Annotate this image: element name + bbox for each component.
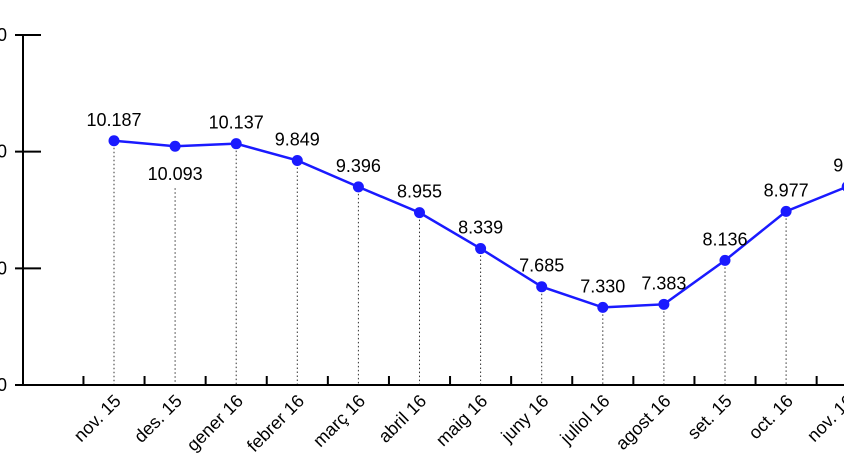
data-label: 7.383 (641, 273, 686, 293)
data-point (291, 154, 303, 166)
data-label: 8.136 (702, 229, 747, 249)
data-label: 10.187 (86, 110, 141, 130)
y-tick-label: 0 (0, 375, 7, 395)
y-tick-label: 0 (0, 142, 7, 162)
x-tick-label: abril 16 (374, 391, 430, 447)
data-point (658, 298, 670, 310)
data-point (536, 281, 548, 293)
data-point (108, 135, 120, 147)
data-label: 9.849 (275, 129, 320, 149)
x-ticks (82, 376, 818, 385)
data-label: 7.330 (580, 276, 625, 296)
axes (22, 35, 844, 386)
data-point (841, 182, 844, 192)
data-points (108, 135, 844, 313)
data-label: 8.339 (458, 218, 503, 238)
x-tick-label: juny 16 (497, 391, 553, 447)
x-tick-label: agost 16 (612, 391, 675, 454)
data-point (169, 140, 181, 152)
data-point (780, 205, 792, 217)
data-label: 7.685 (519, 256, 564, 276)
data-label: 9. (833, 156, 844, 176)
x-tick-label: març 16 (309, 391, 369, 451)
data-point (719, 254, 731, 266)
data-point (597, 301, 609, 313)
x-tick-label: maig 16 (432, 391, 491, 450)
x-tick-label: nov. 15 (70, 391, 125, 446)
x-tick-label: set. 15 (683, 391, 735, 443)
drop-lines (113, 147, 787, 385)
data-labels: 10.187 10.093 10.137 9.849 9.396 8.955 8.339 7.… (86, 110, 844, 297)
data-point (414, 207, 425, 219)
data-point (352, 181, 364, 193)
data-label: 8.977 (764, 180, 809, 200)
data-label: 8.955 (397, 182, 442, 202)
y-tick-label: 0 (0, 258, 7, 278)
x-tick-label: oct. 16 (745, 391, 797, 443)
x-tick-label: gener 16 (183, 391, 247, 455)
x-tick-label: febrer 16 (243, 391, 308, 456)
y-ticks: 0 0 0 0 (0, 25, 41, 395)
data-point (475, 243, 487, 255)
data-label: 10.093 (148, 164, 203, 184)
y-tick-label: 0 (0, 25, 7, 45)
x-tick-label: des. 15 (130, 391, 186, 447)
data-point (230, 138, 242, 150)
data-label: 9.396 (336, 156, 381, 176)
data-label: 10.137 (209, 113, 264, 133)
x-tick-label: nov. 16 (803, 391, 844, 446)
x-tick-label: juliol 16 (556, 391, 614, 449)
